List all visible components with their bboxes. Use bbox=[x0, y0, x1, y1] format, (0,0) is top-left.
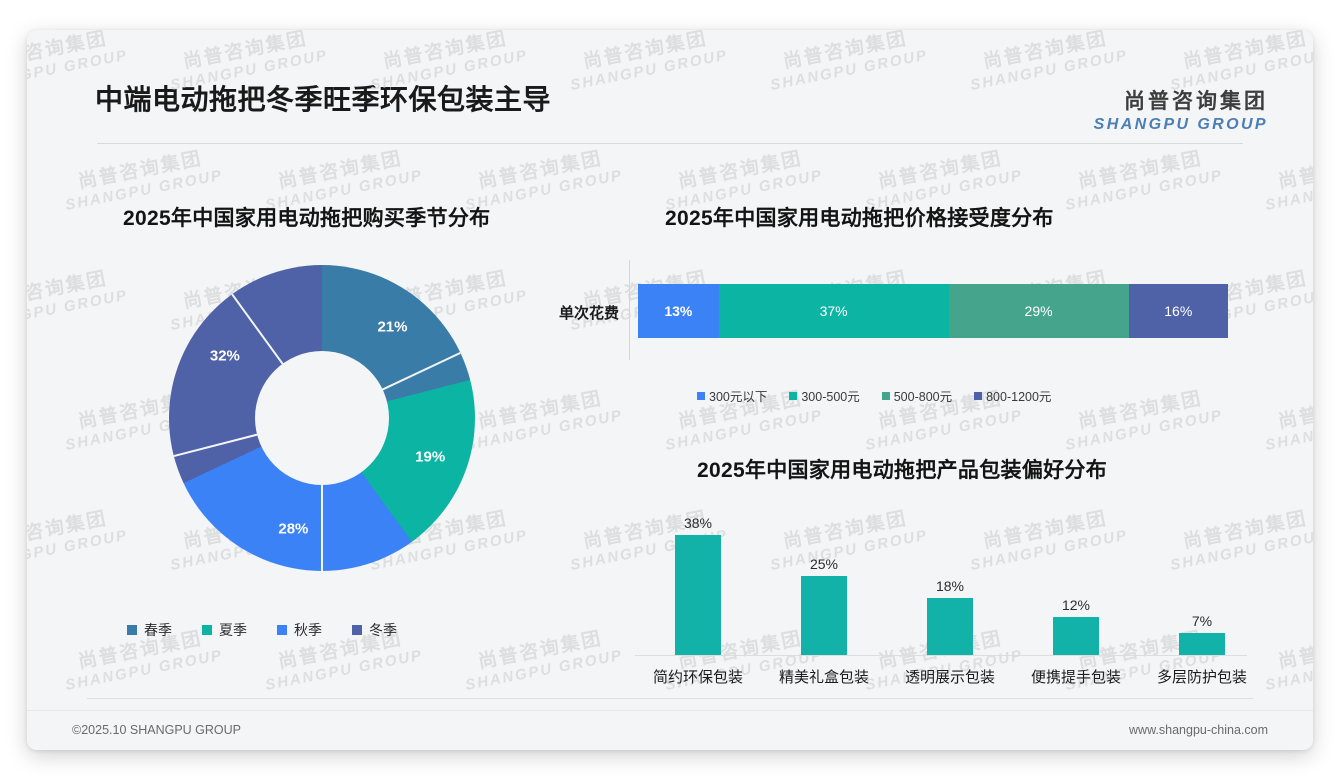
bar-value-label: 25% bbox=[809, 556, 839, 572]
logo-text-en: SHANGPU GROUP bbox=[1093, 116, 1268, 133]
bar-group[interactable]: 18% bbox=[887, 500, 1013, 655]
legend-item[interactable]: 800-1200元 bbox=[974, 386, 1051, 405]
legend-item[interactable]: 春季 bbox=[127, 620, 172, 640]
segment-value-label: 13% bbox=[664, 303, 693, 319]
bar-chart-plot: 38% 25% 18% 12% 7% bbox=[635, 500, 1247, 655]
bar-group[interactable]: 7% bbox=[1139, 500, 1265, 655]
legend-label: 冬季 bbox=[369, 622, 397, 638]
stacked-bar-category-label: 单次花费 bbox=[558, 305, 619, 322]
bar-group[interactable]: 12% bbox=[1013, 500, 1139, 655]
bar-category-label: 便携提手包装 bbox=[1030, 669, 1121, 686]
legend-item[interactable]: 300-500元 bbox=[789, 386, 860, 405]
legend-swatch bbox=[697, 391, 705, 400]
legend-label: 夏季 bbox=[219, 622, 247, 638]
donut-value-label: 32% bbox=[209, 347, 240, 365]
chart-panel-season: 2025年中国家用电动拖把购买季节分布 21% 19% 28% 32% 春季 夏季 秋季 冬… bbox=[97, 190, 627, 680]
legend-label: 800-1200元 bbox=[986, 390, 1052, 404]
bar-value-label: 18% bbox=[935, 578, 965, 594]
legend-swatch bbox=[789, 391, 798, 400]
bar-rect bbox=[801, 576, 847, 655]
bar-category-label: 简约环保包装 bbox=[652, 669, 743, 686]
segment-value-label: 29% bbox=[1024, 303, 1053, 319]
legend-label: 300元以下 bbox=[709, 390, 768, 404]
legend-item[interactable]: 300元以下 bbox=[697, 386, 767, 405]
chart-legend-price: 300元以下 300-500元 500-800元 800-1200元 bbox=[697, 386, 1051, 405]
footnote-divider bbox=[87, 698, 1253, 699]
bar-group[interactable]: 25% bbox=[761, 500, 887, 655]
donut-chart-area: 21% 19% 28% 32% bbox=[137, 265, 507, 605]
chart-legend-season: 春季 夏季 秋季 冬季 bbox=[127, 620, 527, 640]
legend-swatch bbox=[202, 625, 212, 635]
chart-title-season: 2025年中国家用电动拖把购买季节分布 bbox=[123, 207, 491, 230]
chart-title-packaging: 2025年中国家用电动拖把产品包装偏好分布 bbox=[697, 459, 1108, 482]
legend-item[interactable]: 500-800元 bbox=[881, 386, 953, 405]
bar-rect bbox=[1053, 617, 1099, 655]
logo-text-cn: 尚普咨询集团 bbox=[1124, 90, 1268, 113]
stacked-bar-axis-line bbox=[629, 260, 630, 360]
header-divider bbox=[97, 143, 1243, 144]
bar-value-label: 7% bbox=[1191, 613, 1213, 629]
legend-swatch bbox=[881, 391, 890, 400]
bar-rect bbox=[675, 535, 721, 655]
bar-rect bbox=[927, 598, 973, 655]
legend-item[interactable]: 冬季 bbox=[352, 620, 397, 640]
stacked-bar-segment[interactable]: 29% bbox=[948, 284, 1129, 338]
legend-label: 300-500元 bbox=[801, 390, 860, 404]
bar-category-label: 多层防护包装 bbox=[1156, 669, 1247, 686]
footer-website: www.shangpu-china.com bbox=[1129, 723, 1268, 737]
legend-swatch bbox=[127, 625, 137, 635]
legend-swatch bbox=[277, 625, 287, 635]
bar-rect bbox=[1179, 633, 1225, 655]
footer-bar: ©2025.10 SHANGPU GROUP www.shangpu-china… bbox=[27, 710, 1313, 750]
bar-value-label: 38% bbox=[683, 515, 713, 531]
chart-title-price: 2025年中国家用电动拖把价格接受度分布 bbox=[665, 207, 1054, 230]
bar-chart-category-labels: 简约环保包装 精美礼盒包装 透明展示包装 便携提手包装 多层防护包装 bbox=[635, 666, 1247, 694]
legend-item[interactable]: 秋季 bbox=[277, 620, 322, 640]
chart-panel-price: 2025年中国家用电动拖把价格接受度分布 单次花费 13% 37% 29% 16% 3… bbox=[559, 190, 1267, 420]
slide-card: 尚普咨询集团 SHANGPU GROUP 尚普咨询集团 SHANGPU GROUP 尚普… bbox=[27, 30, 1313, 750]
bar-value-label: 12% bbox=[1061, 597, 1091, 613]
legend-label: 春季 bbox=[144, 622, 172, 638]
legend-swatch bbox=[352, 625, 362, 635]
stacked-bar-segment[interactable]: 13% bbox=[638, 284, 719, 338]
stacked-bar: 13% 37% 29% 16% bbox=[638, 284, 1228, 338]
chart-panel-packaging: 2025年中国家用电动拖把产品包装偏好分布 38% 25% 18% 12% 7% 简约环… bbox=[627, 448, 1267, 713]
legend-item[interactable]: 夏季 bbox=[202, 620, 247, 640]
page-title: 中端电动拖把冬季旺季环保包装主导 bbox=[95, 84, 552, 115]
bar-group[interactable]: 38% bbox=[635, 500, 761, 655]
stacked-bar-segment[interactable]: 37% bbox=[718, 284, 949, 338]
stacked-bar-segment[interactable]: 16% bbox=[1128, 284, 1228, 338]
segment-value-label: 16% bbox=[1164, 303, 1193, 319]
bar-chart-axis-line bbox=[635, 655, 1247, 656]
donut-value-label: 21% bbox=[377, 318, 408, 336]
legend-swatch bbox=[974, 391, 983, 400]
bar-category-label: 透明展示包装 bbox=[904, 669, 995, 686]
segment-value-label: 37% bbox=[819, 303, 848, 319]
footer-copyright: ©2025.10 SHANGPU GROUP bbox=[72, 723, 241, 737]
legend-label: 秋季 bbox=[294, 622, 322, 638]
brand-logo: 尚普咨询集团 SHANGPU GROUP bbox=[1094, 85, 1268, 134]
bar-category-label: 精美礼盒包装 bbox=[778, 669, 869, 686]
donut-value-label: 19% bbox=[415, 448, 446, 466]
legend-label: 500-800元 bbox=[893, 390, 953, 404]
donut-segment-separator bbox=[321, 418, 323, 571]
donut-value-label: 28% bbox=[278, 520, 309, 538]
donut-ring bbox=[169, 265, 475, 571]
